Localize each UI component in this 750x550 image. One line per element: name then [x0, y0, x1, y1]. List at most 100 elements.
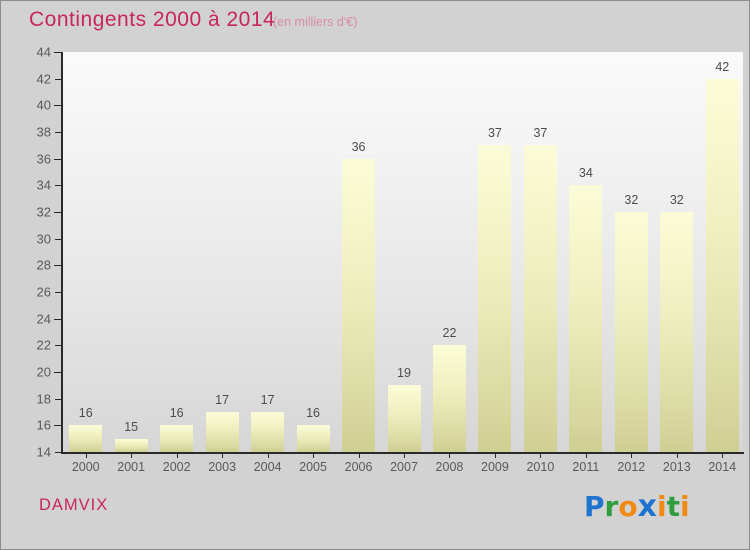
- x-axis-tick: [722, 452, 724, 458]
- bar[interactable]: [251, 412, 285, 452]
- bar[interactable]: [614, 212, 648, 452]
- bar[interactable]: [69, 425, 103, 452]
- bar[interactable]: [478, 145, 512, 452]
- y-axis-label: 22: [36, 337, 51, 353]
- bar-value-label: 37: [533, 126, 548, 141]
- y-axis-label: 28: [36, 257, 51, 273]
- logo-letter: o: [618, 490, 638, 523]
- bar-value-label: 16: [169, 406, 184, 421]
- bar[interactable]: [705, 78, 739, 452]
- y-axis-label: 30: [36, 231, 51, 247]
- y-axis-tick: [54, 158, 62, 160]
- x-axis-label: 2009: [481, 460, 509, 474]
- y-axis-tick: [55, 132, 62, 133]
- y-axis-tick: [55, 185, 62, 187]
- chart-header: Contingents 2000 à 2014 (en milliers d'€…: [1, 1, 749, 43]
- chart-footer: DAMVIX Proxiti: [1, 479, 749, 549]
- x-axis-tick: [404, 452, 405, 458]
- y-axis-label: 38: [36, 124, 51, 140]
- x-axis-line: [61, 452, 744, 454]
- x-axis-tick: [585, 452, 587, 458]
- bar[interactable]: [660, 212, 694, 452]
- y-axis-label: 44: [36, 44, 51, 60]
- x-axis-label: 2005: [299, 460, 327, 474]
- x-axis-label: 2006: [344, 460, 373, 474]
- y-axis-tick: [54, 265, 62, 267]
- chart-subtitle: (en milliers d'€): [273, 15, 358, 29]
- y-axis-tick: [55, 78, 62, 80]
- y-axis-label: 16: [36, 417, 51, 433]
- y-axis-tick: [55, 292, 62, 293]
- x-axis-label: 2000: [71, 460, 100, 474]
- y-axis-tick: [55, 398, 62, 400]
- bar[interactable]: [342, 158, 376, 452]
- bar[interactable]: [432, 345, 466, 452]
- logo-letter: r: [604, 490, 619, 523]
- x-axis-tick: [449, 452, 451, 458]
- x-axis-label: 2004: [253, 460, 282, 474]
- bar[interactable]: [114, 438, 148, 452]
- x-axis-tick: [131, 452, 133, 458]
- y-axis-label: 42: [36, 71, 51, 87]
- bar-value-label: 17: [215, 393, 230, 407]
- logo-letter: t: [666, 490, 680, 523]
- bar-value-label: 16: [306, 406, 321, 421]
- bar-value-label: 22: [442, 326, 457, 341]
- y-axis-tick: [54, 372, 62, 373]
- y-axis-label: 26: [36, 284, 51, 300]
- y-axis-tick: [55, 345, 62, 347]
- x-axis-label: 2012: [617, 460, 646, 474]
- y-axis-label: 32: [36, 204, 51, 220]
- y-axis-label: 36: [36, 151, 51, 167]
- page-title: Contingents 2000 à 2014: [29, 8, 276, 31]
- x-axis-label: 2003: [208, 460, 237, 474]
- x-axis-tick: [540, 452, 542, 458]
- bar-value-label: 36: [351, 139, 366, 154]
- bar-value-label: 32: [669, 193, 684, 207]
- bar-value-label: 19: [397, 366, 411, 381]
- x-axis-tick: [676, 452, 678, 458]
- x-axis-tick: [358, 452, 360, 458]
- x-axis-label: 2010: [526, 460, 555, 474]
- bar-value-label: 16: [78, 406, 93, 421]
- y-axis-tick: [54, 105, 62, 107]
- x-axis-label: 2008: [435, 460, 464, 474]
- bar[interactable]: [205, 412, 239, 452]
- y-axis-tick: [54, 425, 62, 427]
- x-axis-label: 2014: [708, 460, 737, 474]
- y-axis-tick: [54, 212, 62, 213]
- y-axis-label: 24: [36, 311, 51, 327]
- x-axis-label: 2013: [662, 460, 691, 474]
- x-axis-tick: [176, 452, 178, 458]
- y-axis-line: [61, 52, 63, 453]
- logo-letter: i: [656, 490, 667, 523]
- bar-value-label: 42: [715, 59, 730, 74]
- bar-value-label: 15: [124, 419, 139, 434]
- bar[interactable]: [523, 145, 557, 452]
- bar[interactable]: [387, 385, 421, 452]
- y-axis-label: 34: [36, 177, 51, 193]
- y-axis-label: 14: [36, 444, 51, 460]
- x-axis-tick: [494, 452, 496, 458]
- bar[interactable]: [296, 425, 330, 452]
- y-axis-tick: [54, 52, 62, 53]
- bar[interactable]: [160, 425, 194, 452]
- logo-letter: P: [584, 490, 605, 523]
- y-axis-label: 20: [36, 364, 51, 380]
- x-axis-label: 2002: [162, 460, 191, 474]
- y-axis-tick: [55, 238, 62, 240]
- area-name-label: DAMVIX: [39, 496, 109, 514]
- proxiti-logo: Proxiti: [584, 489, 690, 524]
- bar[interactable]: [569, 185, 603, 452]
- y-axis-label: 40: [36, 97, 51, 113]
- bar-value-label: 34: [578, 166, 593, 181]
- x-axis-label: 2011: [572, 460, 600, 474]
- x-axis-label: 2007: [390, 460, 418, 474]
- y-axis-label: 18: [36, 391, 51, 407]
- x-axis-tick: [631, 452, 633, 458]
- x-axis-tick: [267, 452, 269, 458]
- y-axis-tick: [54, 318, 62, 320]
- x-axis-label: 2001: [117, 460, 146, 474]
- bar-value-label: 32: [624, 193, 639, 207]
